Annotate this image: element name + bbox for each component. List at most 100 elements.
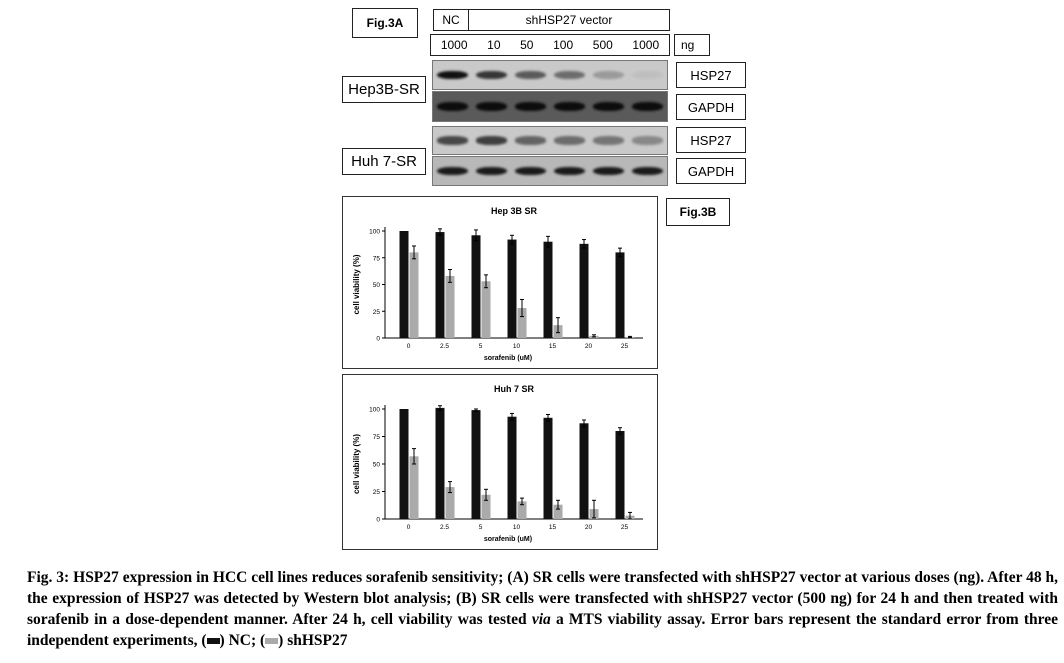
blot-band — [437, 70, 468, 80]
dose-label: 1000 — [440, 38, 468, 52]
chart-title: Hep 3B SR — [491, 206, 538, 216]
chart-panel-hep3b: Hep 3B SR 0 25 50 75 100 cell viability (%) 0 2.… — [342, 196, 658, 369]
bar-nc — [399, 409, 409, 519]
figure-caption: Fig. 3: HSP27 expression in HCC cell lin… — [27, 569, 1058, 649]
blot-band — [554, 166, 585, 176]
x-tick-label: 25 — [621, 524, 629, 531]
legend-nc-swatch — [206, 638, 220, 645]
blot-huh7-gapdh — [432, 156, 668, 186]
blot-band — [632, 70, 663, 80]
bar-nc — [579, 243, 589, 338]
bar-nc — [615, 252, 625, 338]
bar-nc — [435, 232, 445, 338]
bar-nc — [471, 235, 481, 338]
y-tick-label: 0 — [376, 336, 380, 343]
x-tick-label: 0 — [407, 343, 411, 350]
chart-panel-huh7: Huh 7 SR 0 25 50 75 100 cell viability (%) 0 2.5… — [342, 374, 658, 550]
dose-unit: ng — [674, 34, 710, 56]
blot-huh7-hsp27 — [432, 126, 668, 155]
blot-hep3b-hsp27 — [432, 60, 668, 90]
blot-band — [437, 166, 468, 176]
x-tick-label: 20 — [585, 524, 593, 531]
x-tick-label: 2.5 — [440, 524, 449, 531]
blot-band — [554, 70, 585, 80]
dose-label: 100 — [553, 38, 574, 52]
bar-shhsp27 — [445, 275, 455, 338]
blot-band — [476, 70, 507, 80]
x-tick-label: 2.5 — [440, 343, 449, 350]
y-tick-label: 0 — [376, 517, 380, 524]
cell-line-huh7-label: Huh 7-SR — [342, 148, 426, 175]
bar-shhsp27 — [481, 494, 491, 519]
x-axis-label: sorafenib (uM) — [484, 355, 532, 362]
blot-band — [593, 70, 624, 80]
blot-band — [476, 136, 507, 145]
bar-shhsp27 — [481, 281, 491, 338]
bar-nc — [543, 417, 553, 519]
bar-nc — [471, 410, 481, 519]
blot-band — [515, 102, 546, 111]
blot-band — [476, 166, 507, 176]
bar-shhsp27 — [409, 456, 419, 519]
bar-shhsp27 — [553, 504, 563, 519]
vector-header: shHSP27 vector — [468, 9, 670, 31]
x-tick-label: 5 — [479, 524, 483, 531]
x-axis-label: sorafenib (uM) — [484, 536, 532, 543]
blot-band — [554, 102, 585, 111]
x-tick-label: 10 — [513, 524, 521, 531]
bar-nc — [579, 423, 589, 519]
bar-shhsp27 — [445, 487, 455, 519]
x-tick-label: 0 — [407, 524, 411, 531]
y-tick-label: 25 — [373, 489, 381, 496]
y-tick-label: 50 — [373, 282, 381, 289]
protein-label-gapdh: GAPDH — [676, 94, 746, 120]
x-tick-label: 15 — [549, 524, 557, 531]
blot-band — [632, 166, 663, 176]
y-tick-label: 100 — [369, 407, 380, 414]
blot-band — [437, 102, 468, 111]
bar-nc — [507, 416, 517, 519]
bar-chart-huh7: Huh 7 SR 0 25 50 75 100 cell viability (%) 0 2.5… — [352, 384, 643, 543]
blot-band — [593, 102, 624, 111]
y-axis-label: cell viability (%) — [352, 254, 361, 314]
blot-band — [515, 166, 546, 176]
blot-hep3b-gapdh — [432, 91, 668, 122]
bar-nc — [507, 239, 517, 338]
x-tick-label: 20 — [585, 343, 593, 350]
legend-shhsp27-swatch — [265, 638, 279, 645]
blot-band — [593, 166, 624, 176]
protein-label-gapdh: GAPDH — [676, 158, 746, 184]
chart-title: Huh 7 SR — [494, 384, 535, 394]
dose-label: 10 — [487, 38, 501, 52]
blot-band — [476, 102, 507, 111]
y-tick-label: 100 — [369, 229, 380, 236]
blot-band — [515, 136, 546, 145]
dose-label: 50 — [520, 38, 534, 52]
y-tick-label: 75 — [373, 434, 381, 441]
bar-nc — [435, 407, 445, 519]
y-tick-label: 25 — [373, 309, 381, 316]
bar-nc — [615, 431, 625, 519]
y-axis-label: cell viability (%) — [352, 434, 361, 494]
bar-shhsp27 — [517, 308, 527, 338]
cell-line-hep3b-label: Hep3B-SR — [342, 76, 426, 103]
protein-label-hsp27: HSP27 — [676, 62, 746, 88]
x-tick-label: 25 — [621, 343, 629, 350]
y-tick-label: 50 — [373, 462, 381, 469]
fig3a-tag: Fig.3A — [352, 8, 418, 38]
blot-band — [515, 70, 546, 80]
x-tick-label: 10 — [513, 343, 521, 350]
blot-band — [554, 136, 585, 145]
y-tick-label: 75 — [373, 255, 381, 262]
dose-row: 1000 10 50 100 500 1000 — [430, 34, 670, 56]
blot-band — [632, 102, 663, 111]
dose-label: 1000 — [632, 38, 660, 52]
blot-band — [593, 136, 624, 145]
dose-label: 500 — [592, 38, 613, 52]
bar-nc — [399, 231, 409, 338]
bar-shhsp27 — [409, 252, 419, 338]
blot-band — [632, 136, 663, 145]
blot-band — [437, 136, 468, 145]
nc-header: NC — [433, 9, 469, 31]
protein-label-hsp27: HSP27 — [676, 127, 746, 153]
